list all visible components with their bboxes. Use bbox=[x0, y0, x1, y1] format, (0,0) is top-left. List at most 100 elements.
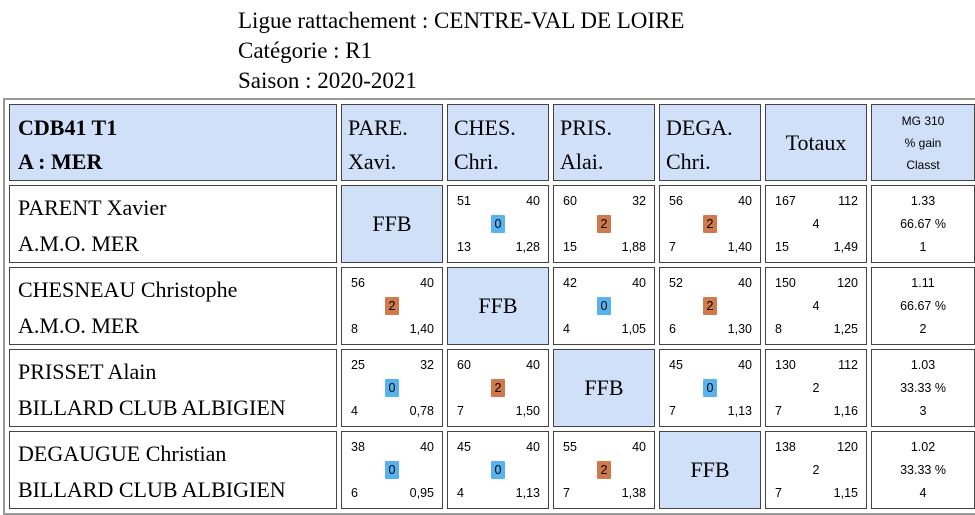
mg-cell: 1.02 33.33 % 4 bbox=[871, 431, 975, 509]
ffb-cell: FFB bbox=[447, 267, 549, 345]
player-name: CHESNEAU Christophe bbox=[18, 277, 238, 302]
loss-badge: 0 bbox=[597, 297, 611, 315]
innings: 7 bbox=[669, 240, 676, 254]
total-match-points: 4 bbox=[812, 299, 820, 313]
points-made: 45 bbox=[457, 440, 471, 454]
average: 1,13 bbox=[727, 404, 752, 418]
average: 1,30 bbox=[727, 322, 752, 336]
total-innings: 7 bbox=[775, 404, 782, 418]
win-badge: 2 bbox=[385, 297, 399, 315]
average: 1,05 bbox=[621, 322, 646, 336]
ffb-cell: FFB bbox=[553, 349, 655, 427]
loss-badge: 0 bbox=[385, 379, 399, 397]
total-innings: 8 bbox=[775, 322, 782, 336]
gain-percent: 66.67 % bbox=[900, 216, 946, 231]
column-header-line1: PRIS. bbox=[560, 115, 612, 140]
distance: 40 bbox=[420, 276, 434, 290]
loss-badge: 0 bbox=[491, 215, 505, 233]
table-subtitle: A : MER bbox=[18, 149, 103, 174]
player-cell: CHESNEAU Christophe A.M.O. MER bbox=[9, 267, 337, 345]
innings: 4 bbox=[457, 486, 464, 500]
rank: 4 bbox=[919, 485, 927, 500]
win-badge: 2 bbox=[597, 461, 611, 479]
points-made: 51 bbox=[457, 194, 471, 208]
match-result-cell: 60 32 15 1,88 2 bbox=[553, 185, 655, 263]
match-result-cell: 25 32 4 0,78 0 bbox=[341, 349, 443, 427]
column-header-line1: PARE. bbox=[348, 115, 408, 140]
innings: 4 bbox=[563, 322, 570, 336]
season-line: Saison : 2020-2021 bbox=[238, 68, 417, 93]
column-header-line2: Chri. bbox=[454, 149, 499, 174]
table-title: CDB41 T1 bbox=[18, 115, 118, 140]
rank-label: Classt bbox=[906, 157, 940, 172]
total-average: 1,16 bbox=[833, 404, 858, 418]
distance: 40 bbox=[526, 440, 540, 454]
innings: 7 bbox=[563, 486, 570, 500]
ffb-cell: FFB bbox=[341, 185, 443, 263]
player-row: PARENT Xavier A.M.O. MER FFB 51 40 13 1,28 0 60 3… bbox=[9, 185, 975, 263]
points-made: 25 bbox=[351, 358, 365, 372]
loss-badge: 0 bbox=[385, 461, 399, 479]
win-badge: 2 bbox=[597, 215, 611, 233]
results-grid: CDB41 T1 A : MER PARE. Xavi. CHES. Chri.… bbox=[3, 98, 975, 515]
total-distance: 112 bbox=[838, 194, 858, 208]
total-points: 150 bbox=[775, 276, 796, 290]
rank: 2 bbox=[919, 321, 927, 336]
rank: 1 bbox=[919, 239, 927, 254]
total-innings: 7 bbox=[775, 486, 782, 500]
gain-percent: 33.33 % bbox=[900, 380, 946, 395]
match-result-cell: 52 40 6 1,30 2 bbox=[659, 267, 761, 345]
column-header-line1: CHES. bbox=[454, 115, 516, 140]
total-points: 138 bbox=[775, 440, 796, 454]
general-average: 1.33 bbox=[910, 193, 936, 208]
points-made: 60 bbox=[563, 194, 577, 208]
average: 0,78 bbox=[409, 404, 434, 418]
player-cell: DEGAUGUE Christian BILLARD CLUB ALBIGIEN bbox=[9, 431, 337, 509]
distance: 40 bbox=[632, 440, 646, 454]
match-result-cell: 60 40 7 1,50 2 bbox=[447, 349, 549, 427]
column-header-ches: CHES. Chri. bbox=[447, 104, 549, 181]
column-header-pare: PARE. Xavi. bbox=[341, 104, 443, 181]
player-row: DEGAUGUE Christian BILLARD CLUB ALBIGIEN 3… bbox=[9, 431, 975, 509]
average: 1,13 bbox=[515, 486, 540, 500]
player-club: BILLARD CLUB ALBIGIEN bbox=[18, 395, 286, 420]
player-name: DEGAUGUE Christian bbox=[18, 441, 227, 466]
totals-cell: 167 112 4 15 1,49 bbox=[765, 185, 867, 263]
innings: 6 bbox=[351, 486, 358, 500]
mg-header: MG 310 % gain Classt bbox=[871, 104, 975, 181]
points-made: 38 bbox=[351, 440, 365, 454]
distance: 32 bbox=[420, 358, 434, 372]
totals-cell: 150 120 4 8 1,25 bbox=[765, 267, 867, 345]
distance: 40 bbox=[738, 358, 752, 372]
distance: 40 bbox=[420, 440, 434, 454]
player-club: A.M.O. MER bbox=[18, 231, 140, 256]
general-average: 1.03 bbox=[910, 357, 936, 372]
match-result-cell: 51 40 13 1,28 0 bbox=[447, 185, 549, 263]
general-average: 1.02 bbox=[910, 439, 936, 454]
competition-header: Ligue rattachement : CENTRE-VAL DE LOIRE… bbox=[238, 6, 684, 96]
column-header-line2: Chri. bbox=[666, 149, 711, 174]
average: 1,40 bbox=[409, 322, 434, 336]
header-row: CDB41 T1 A : MER PARE. Xavi. CHES. Chri.… bbox=[9, 104, 975, 181]
win-badge: 2 bbox=[703, 215, 717, 233]
player-club: A.M.O. MER bbox=[18, 313, 140, 338]
column-header-line2: Alai. bbox=[560, 149, 604, 174]
gain-percent: 33.33 % bbox=[900, 462, 946, 477]
player-row: PRISSET Alain BILLARD CLUB ALBIGIEN 25 32 4 0… bbox=[9, 349, 975, 427]
match-result-cell: 45 40 7 1,13 0 bbox=[659, 349, 761, 427]
total-average: 1,49 bbox=[833, 240, 858, 254]
average: 1,38 bbox=[621, 486, 646, 500]
distance: 40 bbox=[526, 194, 540, 208]
distance: 32 bbox=[632, 194, 646, 208]
totals-cell: 138 120 2 7 1,15 bbox=[765, 431, 867, 509]
match-result-cell: 56 40 8 1,40 2 bbox=[341, 267, 443, 345]
general-average: 1.11 bbox=[911, 275, 935, 290]
total-match-points: 4 bbox=[812, 217, 820, 231]
points-made: 55 bbox=[563, 440, 577, 454]
total-points: 130 bbox=[775, 358, 796, 372]
total-match-points: 2 bbox=[812, 463, 820, 477]
gain-percent: 66.67 % bbox=[900, 298, 946, 313]
innings: 7 bbox=[457, 404, 464, 418]
total-distance: 120 bbox=[837, 440, 858, 454]
column-header-line1: DEGA. bbox=[666, 115, 733, 140]
